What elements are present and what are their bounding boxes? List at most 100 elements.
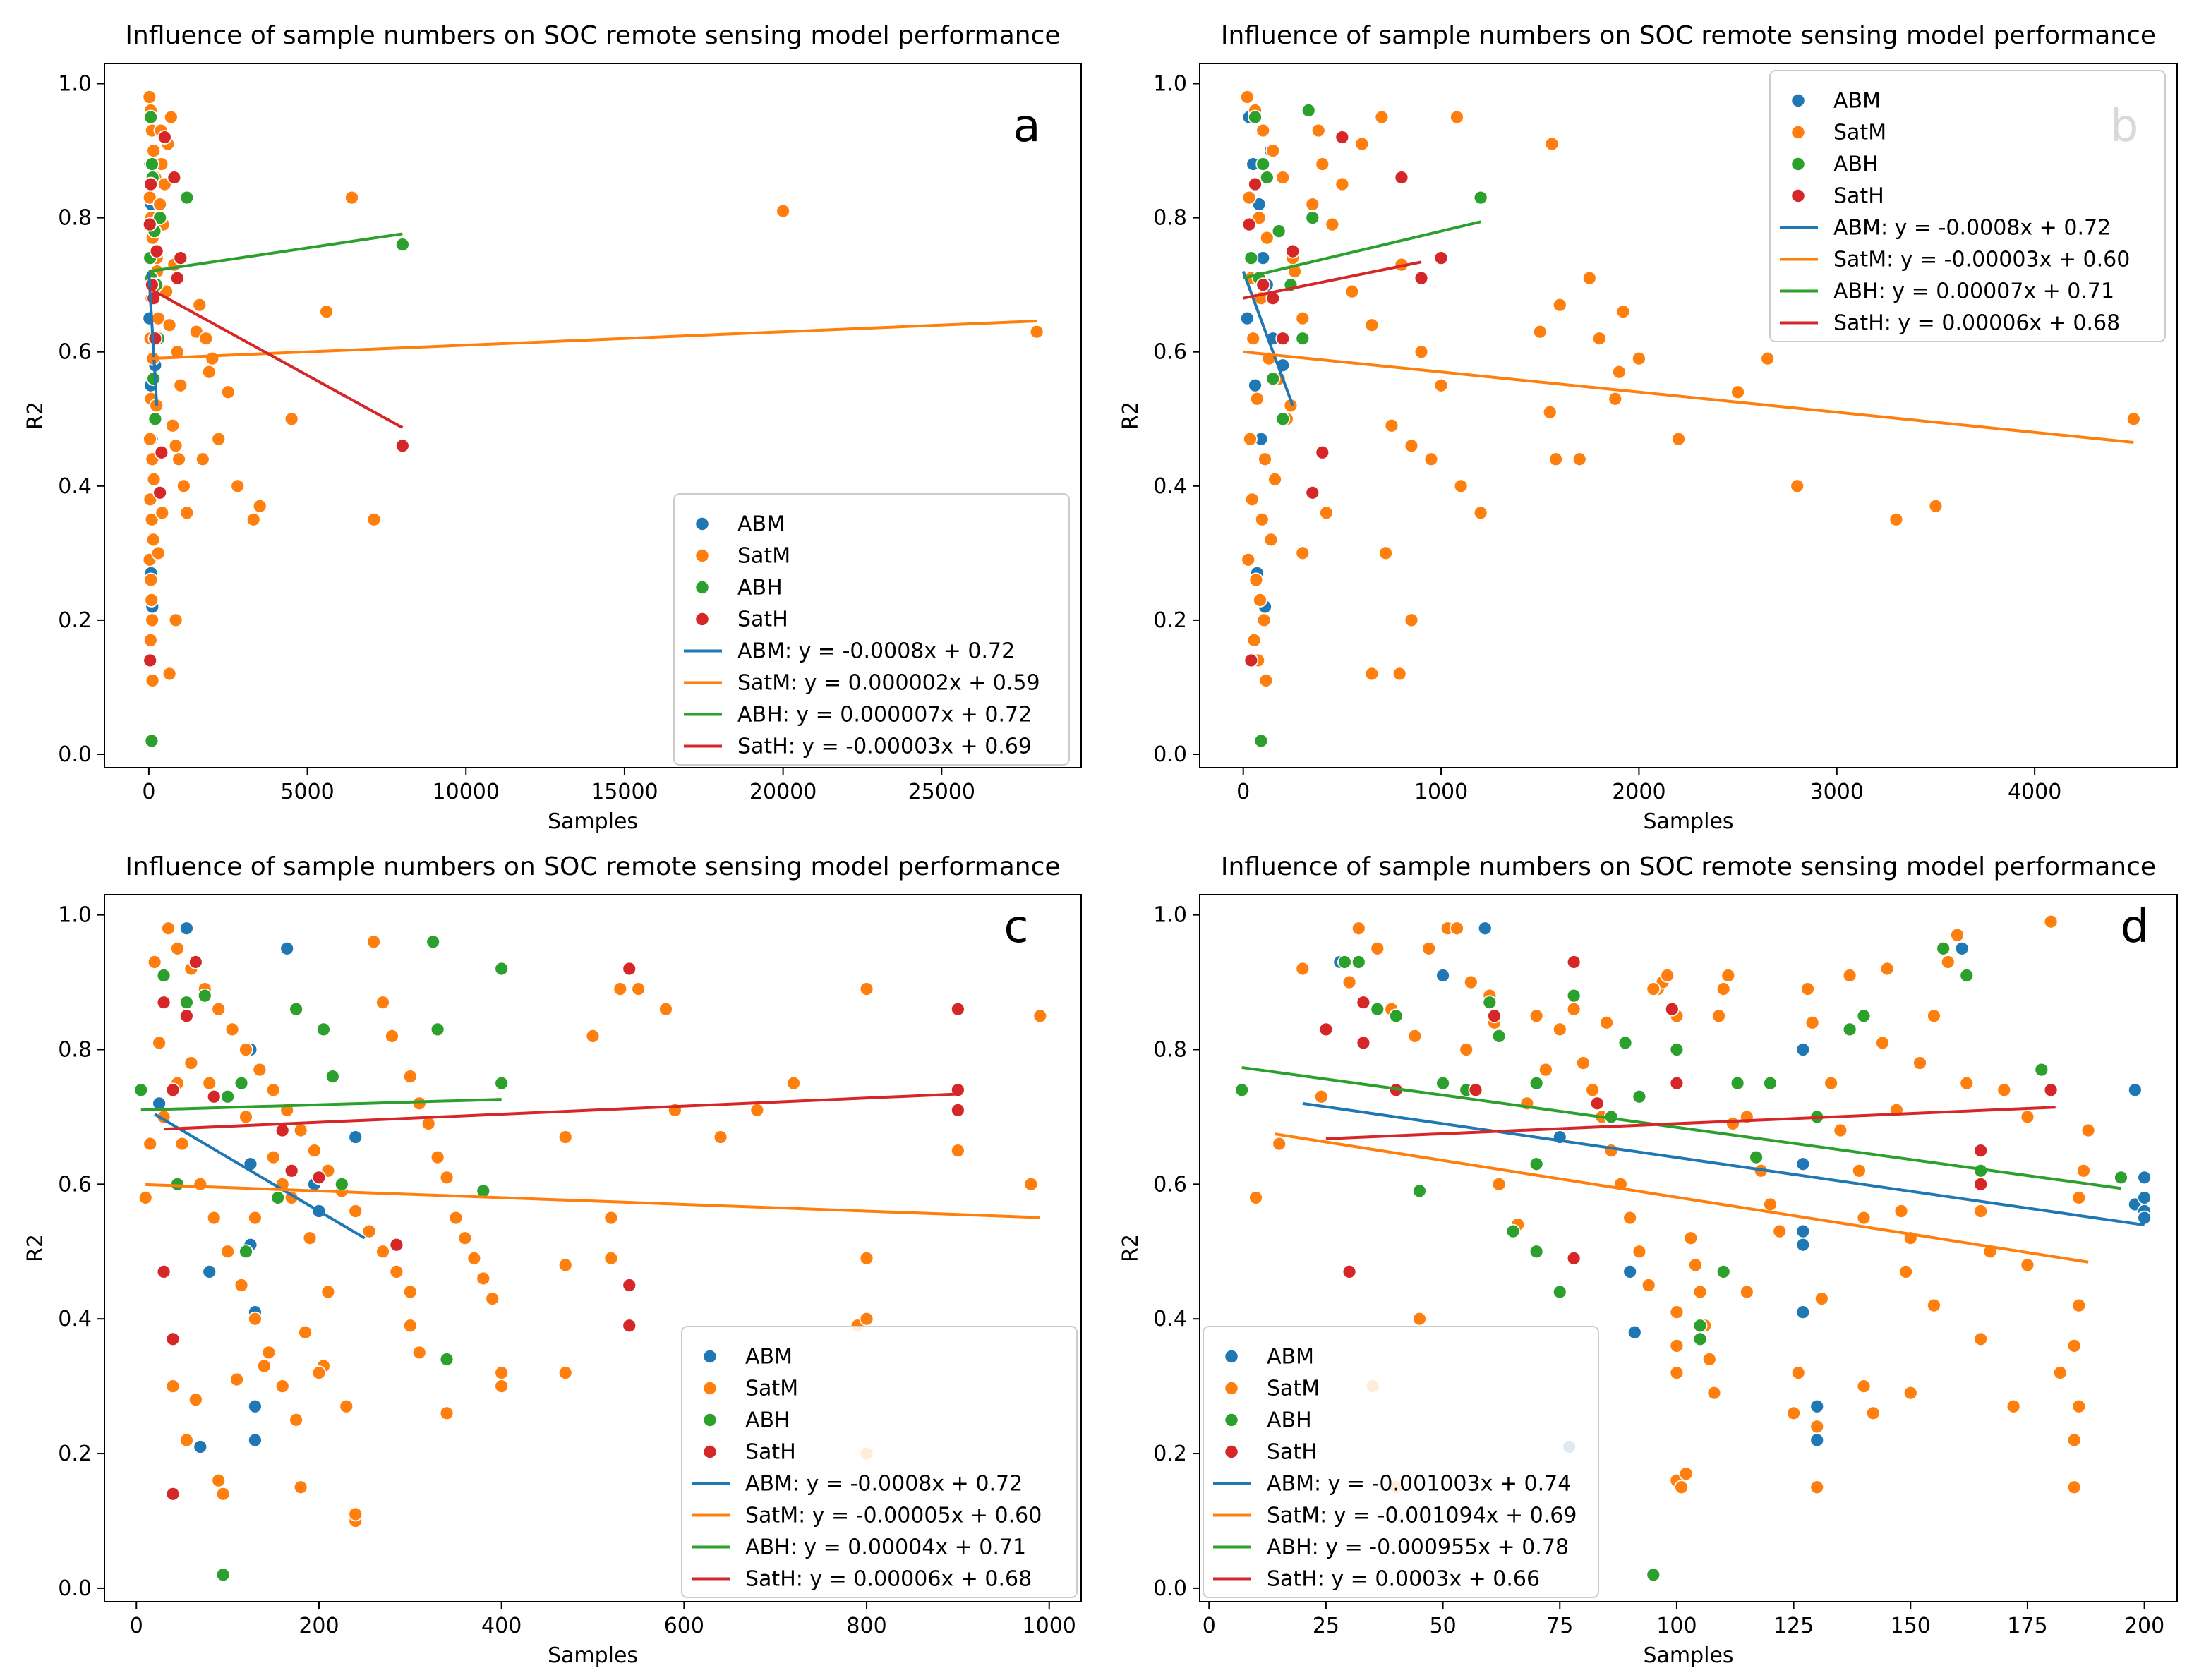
scatter-point-satm xyxy=(1927,1298,1941,1313)
scatter-point-sath xyxy=(1973,1176,1989,1192)
scatter-point-satm xyxy=(1248,1190,1263,1205)
scatter-point-sath xyxy=(169,270,185,286)
scatter-point-abm xyxy=(1795,1237,1811,1252)
y-tick-label: 0.6 xyxy=(1153,340,1187,365)
y-tick-label: 0.8 xyxy=(1153,206,1187,231)
scatter-point-abh xyxy=(2114,1170,2128,1185)
scatter-point-satm xyxy=(1259,230,1275,246)
x-tick-label: 5000 xyxy=(280,780,334,804)
scatter-point-abm xyxy=(2137,1170,2152,1185)
scatter-point-satm xyxy=(1364,666,1380,682)
scatter-point-sath xyxy=(1342,1264,1357,1279)
scatter-point-abh xyxy=(1305,210,1320,226)
chart-title-c: Influence of sample numbers on SOC remot… xyxy=(125,852,1060,881)
scatter-point-abh xyxy=(1295,331,1311,346)
legend-label: SatH xyxy=(745,1440,796,1465)
y-tick-label: 0.6 xyxy=(1153,1172,1187,1197)
scatter-point-satm xyxy=(1248,572,1264,588)
scatter-point-sath xyxy=(142,217,157,232)
scatter-point-satm xyxy=(558,1365,573,1380)
scatter-point-satm xyxy=(1246,331,1261,346)
scatter-point-satm xyxy=(1423,452,1439,467)
scatter-point-satm xyxy=(1622,1210,1638,1226)
legend-label: ABM: y = -0.0008x + 0.72 xyxy=(745,1472,1023,1497)
legend-label: ABH: y = 0.000007x + 0.72 xyxy=(737,703,1032,727)
legend-marker-abh xyxy=(702,1413,718,1427)
scatter-point-sath xyxy=(1433,250,1449,266)
scatter-point-satm xyxy=(1384,418,1399,433)
legend-label: ABM xyxy=(1267,1345,1314,1370)
scatter-point-abh xyxy=(494,1075,510,1091)
scatter-point-abm xyxy=(279,941,295,956)
scatter-point-satm xyxy=(1893,1204,1909,1219)
scatter-point-abh xyxy=(1265,371,1281,387)
scatter-point-satm xyxy=(430,1149,445,1165)
scatter-point-sath xyxy=(389,1237,404,1252)
scatter-point-abh xyxy=(1259,170,1275,185)
scatter-point-satm xyxy=(142,90,157,104)
scatter-point-abh xyxy=(1275,411,1291,427)
scatter-point-satm xyxy=(1575,1056,1591,1070)
scatter-point-satm xyxy=(1809,1480,1825,1495)
scatter-point-abh xyxy=(494,961,510,977)
y-tick-label: 0.2 xyxy=(58,1442,92,1466)
legend-label: SatH: y = 0.00006x + 0.68 xyxy=(1833,311,2120,336)
scatter-point-satm xyxy=(188,1392,203,1408)
scatter-point-satm xyxy=(558,1130,573,1144)
scatter-point-satm xyxy=(176,478,191,494)
scatter-point-satm xyxy=(603,1210,619,1226)
scatter-point-abm xyxy=(348,1130,363,1144)
x-tick-label: 175 xyxy=(2007,1614,2047,1638)
scatter-point-sath xyxy=(1356,995,1371,1010)
fit-line-satm xyxy=(145,1183,1040,1219)
scatter-point-satm xyxy=(1879,961,1895,977)
scatter-point-abh xyxy=(426,934,441,950)
scatter-point-satm xyxy=(143,1136,158,1152)
scatter-point-satm xyxy=(239,1042,253,1057)
scatter-point-satm xyxy=(348,1506,363,1522)
scatter-point-satm xyxy=(1459,1042,1474,1057)
fit-line-abh xyxy=(140,1098,502,1112)
scatter-point-satm xyxy=(1032,1008,1048,1024)
scatter-point-satm xyxy=(1611,364,1627,380)
legend-label: SatH: y = -0.00003x + 0.69 xyxy=(737,735,1032,759)
scatter-point-satm xyxy=(265,1149,281,1165)
x-tick-label: 3000 xyxy=(1810,780,1864,804)
scatter-point-satm xyxy=(307,1143,322,1159)
scatter-point-sath xyxy=(1589,1096,1605,1111)
scatter-point-sath xyxy=(1243,653,1259,668)
scatter-point-satm xyxy=(1404,612,1419,628)
scatter-point-abm xyxy=(1795,1156,1811,1172)
scatter-point-satm xyxy=(1529,1008,1544,1024)
scatter-point-satm xyxy=(1450,921,1464,936)
scatter-point-satm xyxy=(239,1109,253,1125)
scatter-point-satm xyxy=(2006,1398,2021,1414)
scatter-point-sath xyxy=(1566,1250,1581,1266)
scatter-point-satm xyxy=(786,1075,801,1091)
scatter-point-abh xyxy=(215,1567,231,1583)
y-tick-label: 0.2 xyxy=(1153,608,1187,633)
scatter-point-satm xyxy=(1716,981,1731,996)
scatter-point-abh xyxy=(156,968,171,983)
legend-marker-sath xyxy=(1790,188,1806,203)
scatter-point-satm xyxy=(631,981,646,996)
scatter-point-satm xyxy=(211,431,227,447)
x-axis-label: Samples xyxy=(548,1643,638,1668)
legend-box xyxy=(673,493,1070,766)
legend-label: ABH xyxy=(745,1408,790,1433)
y-tick-label: 0.4 xyxy=(1153,474,1187,499)
scatter-point-satm xyxy=(1404,438,1419,454)
scatter-point-sath xyxy=(143,176,159,192)
y-tick-label: 0.2 xyxy=(1153,1442,1187,1466)
scatter-point-satm xyxy=(448,1210,464,1226)
scatter-point-satm xyxy=(1532,324,1548,339)
scatter-point-abh xyxy=(1255,157,1271,171)
fit-line-abm xyxy=(1241,270,1294,406)
scatter-point-satm xyxy=(230,478,246,494)
scatter-point-satm xyxy=(494,1365,510,1380)
fit-line-abh xyxy=(148,232,403,273)
legend-label: ABH xyxy=(1833,152,1879,177)
x-tick-label: 1000 xyxy=(1023,1614,1076,1638)
scatter-point-satm xyxy=(1591,331,1607,346)
